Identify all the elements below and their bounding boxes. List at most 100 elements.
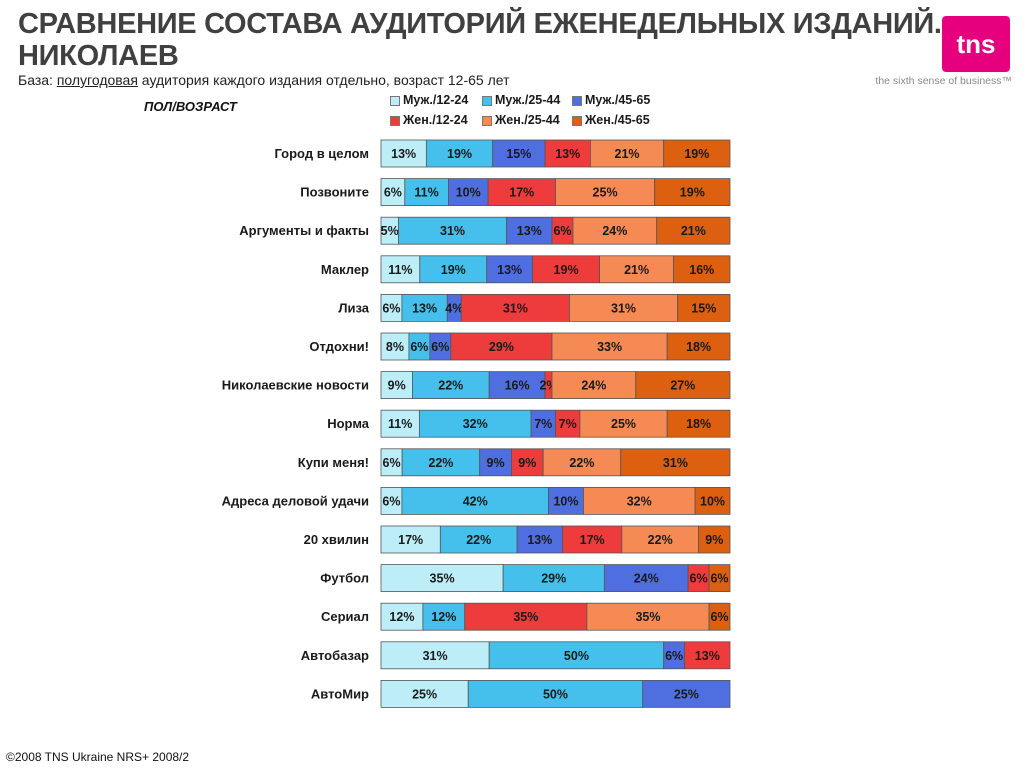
bar-segment (698, 525, 731, 554)
legend-item: Муж./12-24 (390, 93, 468, 107)
bar-segment (583, 486, 696, 515)
data-label: 18% (686, 417, 711, 431)
data-label: 31% (663, 456, 688, 470)
bar-segment (380, 255, 421, 284)
category-label: Город в целом (274, 146, 369, 161)
legend-swatch (390, 95, 400, 106)
bar-segment (551, 371, 637, 400)
data-label: 12% (431, 610, 456, 624)
data-label: 24% (634, 572, 659, 586)
data-label: 31% (423, 649, 448, 663)
subtitle-underlined: полугодовая (56, 72, 138, 88)
data-label: 33% (597, 340, 622, 354)
logo-tagline: the sixth sense of business™ (875, 75, 1012, 87)
data-label: 19% (441, 263, 466, 277)
bar-segment (479, 448, 512, 477)
bar-segment (666, 409, 731, 438)
data-label: 6% (382, 494, 400, 508)
bar-segment (492, 139, 546, 168)
bar-segment (380, 680, 469, 708)
bar-segment (425, 139, 494, 168)
data-label: 13% (412, 301, 437, 315)
legend-label: Жен./45-65 (585, 113, 650, 127)
data-label: 8% (386, 340, 404, 354)
axis-label: ПОЛ/ВОЗРАСТ (144, 99, 237, 114)
legend-swatch (482, 115, 492, 126)
data-label: 13% (517, 224, 542, 238)
data-label: 17% (398, 533, 423, 547)
data-label: 32% (627, 494, 652, 508)
category-label: Автобазар (301, 648, 369, 663)
data-label: 29% (489, 340, 514, 354)
data-label: 9% (388, 379, 406, 393)
bar-segment (677, 293, 731, 322)
logo-text: tns (956, 29, 996, 59)
page-title: СРАВНЕНИЕ СОСТАВА АУДИТОРИЙ ЕЖЕНЕДЕЛЬНЫХ… (18, 8, 942, 72)
data-label: 6% (665, 649, 683, 663)
data-label: 9% (487, 456, 505, 470)
footer: ©2008 TNS Ukraine NRS+ 2008/2 (6, 750, 190, 764)
legend-item: Жен./12-24 (390, 113, 468, 127)
category-label: Лиза (338, 300, 369, 315)
bar-segment (380, 371, 413, 400)
data-label: 29% (541, 572, 566, 586)
legend-label: Муж./45-65 (585, 93, 651, 107)
bar-segment (586, 602, 710, 631)
bar-segment (488, 371, 546, 400)
data-label: 6% (690, 572, 708, 586)
data-label: 6% (383, 456, 401, 470)
data-label: 31% (440, 224, 465, 238)
bar-segment (464, 602, 588, 631)
bar-segment (635, 371, 731, 400)
category-label: Футбол (320, 571, 369, 586)
legend-item: Муж./25-44 (482, 93, 560, 107)
data-label: 9% (705, 533, 723, 547)
bar-segment (404, 178, 449, 207)
data-label: 11% (414, 186, 438, 200)
bar-segment (542, 448, 622, 477)
bar-segment (401, 486, 549, 515)
data-label: 16% (689, 263, 714, 277)
legend-label: Жен./25-44 (495, 113, 560, 127)
bar-segment (642, 680, 731, 708)
bar-segment (673, 255, 731, 284)
bar-segment (398, 216, 508, 245)
data-label: 10% (456, 186, 481, 200)
bar-segment (419, 255, 488, 284)
bar-segment (380, 139, 427, 168)
category-label: Отдохни! (309, 339, 369, 354)
legend-item: Жен./45-65 (572, 113, 650, 127)
data-label: 31% (503, 301, 528, 315)
data-label: 11% (388, 417, 412, 431)
bar-segment (439, 525, 518, 554)
bar-segment (502, 564, 605, 592)
category-label: Позвоните (300, 185, 369, 200)
data-label: 24% (581, 379, 606, 393)
bar-segment (621, 525, 699, 554)
legend-label: Муж./12-24 (403, 93, 469, 107)
bar-segment (380, 525, 441, 554)
bar-segment (487, 178, 556, 207)
legend-item: Жен./25-44 (482, 113, 560, 127)
data-label: 32% (463, 417, 488, 431)
bar-segment (603, 564, 689, 592)
subtitle: База: полугодовая аудитория каждого изда… (18, 72, 509, 88)
data-label: 6% (382, 301, 400, 315)
data-label: 21% (615, 147, 640, 161)
data-label: 25% (611, 417, 636, 431)
category-label: АвтоМир (311, 686, 369, 701)
category-label: Маклер (321, 262, 369, 277)
data-label: 21% (624, 263, 649, 277)
data-label: 15% (506, 147, 531, 161)
data-label: 22% (428, 456, 453, 470)
bar-segment (708, 602, 731, 631)
bar-segment (620, 448, 731, 477)
bar-segment (551, 332, 668, 361)
category-label: Николаевские новости (222, 378, 369, 393)
category-label: 20 хвилин (304, 532, 369, 547)
subtitle-rest: аудитория каждого издания отдельно, возр… (137, 72, 510, 88)
data-label: 19% (684, 147, 709, 161)
data-label: 25% (674, 687, 699, 701)
data-label: 6% (410, 340, 428, 354)
data-label: 13% (695, 649, 720, 663)
